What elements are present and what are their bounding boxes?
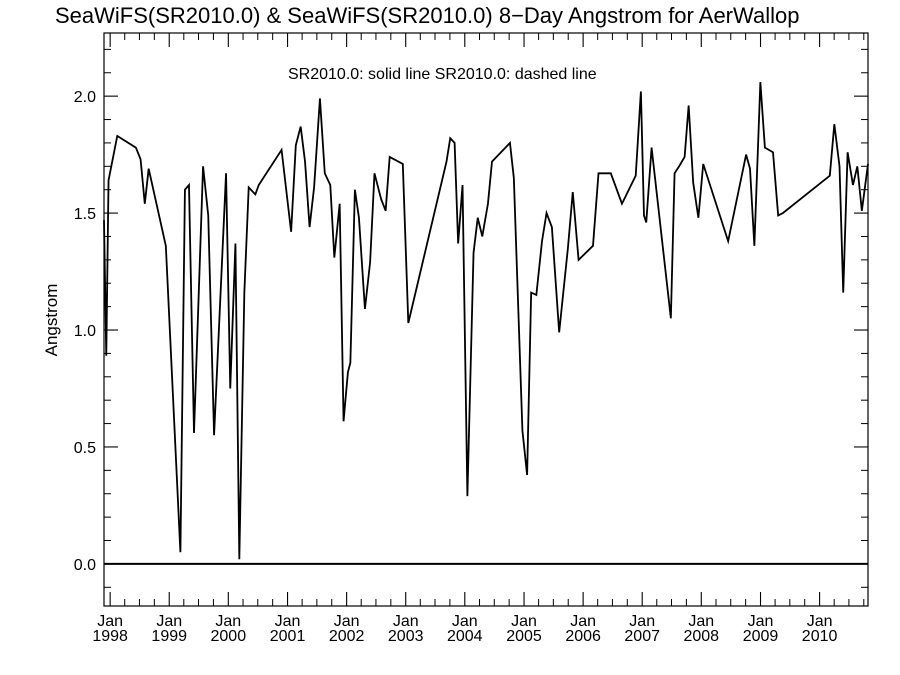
chart-subtitle: SR2010.0: solid line SR2010.0: dashed li… bbox=[288, 66, 597, 83]
y-tick-label: 0.5 bbox=[74, 440, 96, 457]
x-tick-year-label: 2008 bbox=[683, 628, 719, 645]
x-tick-month-label: Jan bbox=[334, 613, 360, 630]
angstrom-series-line bbox=[103, 82, 869, 560]
x-tick-year-label: 2001 bbox=[270, 628, 306, 645]
axes-layer: 0.00.51.01.52.0Jan1998Jan1999Jan2000Jan2… bbox=[74, 32, 869, 645]
x-tick-year-label: 2010 bbox=[802, 628, 838, 645]
x-tick-month-label: Jan bbox=[452, 613, 478, 630]
series-layer bbox=[103, 82, 869, 560]
x-tick-year-label: 2005 bbox=[506, 628, 542, 645]
x-tick-month-label: Jan bbox=[215, 613, 241, 630]
x-tick-month-label: Jan bbox=[688, 613, 714, 630]
x-tick-month-label: Jan bbox=[393, 613, 419, 630]
y-tick-label: 2.0 bbox=[74, 89, 96, 106]
x-tick-year-label: 2000 bbox=[211, 628, 247, 645]
x-tick-month-label: Jan bbox=[275, 613, 301, 630]
y-tick-label: 1.5 bbox=[74, 206, 96, 223]
x-tick-year-label: 1999 bbox=[151, 628, 187, 645]
x-tick-year-label: 2002 bbox=[329, 628, 365, 645]
x-tick-month-label: Jan bbox=[511, 613, 537, 630]
y-tick-label: 0.0 bbox=[74, 557, 96, 574]
plot-frame bbox=[103, 32, 869, 607]
x-tick-year-label: 2004 bbox=[447, 628, 483, 645]
x-tick-year-label: 2003 bbox=[388, 628, 424, 645]
x-tick-month-label: Jan bbox=[748, 613, 774, 630]
chart-title: SeaWiFS(SR2010.0) & SeaWiFS(SR2010.0) 8−… bbox=[55, 3, 799, 28]
x-tick-year-label: 2009 bbox=[743, 628, 779, 645]
x-tick-month-label: Jan bbox=[570, 613, 596, 630]
x-tick-month-label: Jan bbox=[807, 613, 833, 630]
x-tick-month-label: Jan bbox=[156, 613, 182, 630]
y-tick-label: 1.0 bbox=[74, 323, 96, 340]
x-tick-year-label: 1998 bbox=[92, 628, 128, 645]
x-tick-year-label: 2006 bbox=[565, 628, 601, 645]
x-tick-month-label: Jan bbox=[629, 613, 655, 630]
x-tick-year-label: 2007 bbox=[624, 628, 660, 645]
y-axis-label: Angstrom bbox=[42, 284, 61, 357]
x-tick-month-label: Jan bbox=[97, 613, 123, 630]
